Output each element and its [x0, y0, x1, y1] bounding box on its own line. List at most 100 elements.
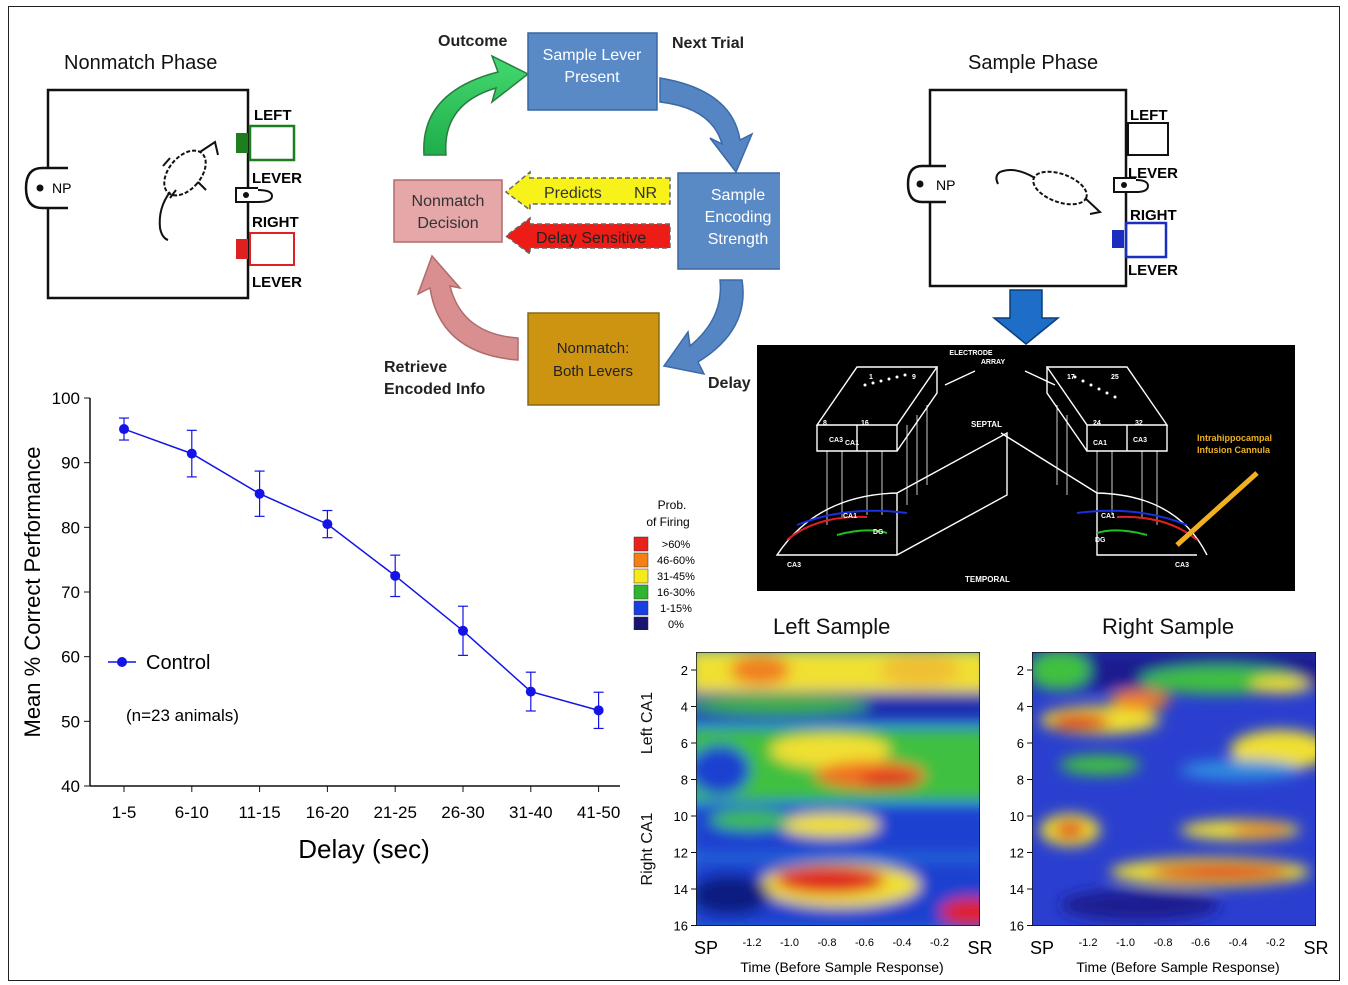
svg-text:CA1: CA1 [1093, 440, 1107, 447]
y-tick-label: 80 [61, 518, 80, 537]
heatmap-ytick: 10 [1010, 809, 1024, 824]
x-tick-label: 26-30 [441, 803, 484, 822]
cannula-label-2: Infusion Cannula [1197, 445, 1271, 455]
svg-text:TEMPORAL: TEMPORAL [965, 575, 1010, 584]
nonmatch-left-label: LEFT [254, 107, 292, 124]
nonmatch-np-label: NP [52, 180, 71, 196]
svg-text:ELECTRODE: ELECTRODE [949, 350, 993, 357]
x-tick-label: 21-25 [373, 803, 416, 822]
svg-text:8: 8 [823, 420, 827, 427]
rat-icon [995, 169, 1103, 215]
svg-text:25: 25 [1111, 374, 1119, 381]
legend-marker [117, 657, 127, 667]
svg-text:Decision: Decision [417, 215, 478, 232]
x-tick-label: 1-5 [112, 803, 137, 822]
svg-text:1: 1 [869, 374, 873, 381]
svg-text:Predicts: Predicts [544, 185, 602, 202]
trial-cycle-diagram: Sample Lever Present Sample Encoding Str… [384, 32, 780, 406]
heatmap-ytick: 14 [1010, 882, 1024, 897]
heatmap-ytick: 12 [674, 846, 688, 861]
retrieve-label-2: Encoded Info [384, 381, 486, 398]
svg-text:CA1: CA1 [1101, 513, 1115, 520]
heatmap-ytick: 4 [1017, 700, 1024, 715]
figure-frame [8, 6, 1340, 981]
svg-text:CA3: CA3 [1175, 562, 1189, 569]
legend-swatch [633, 600, 649, 616]
svg-text:NR: NR [634, 185, 657, 202]
y-tick-label: 50 [61, 712, 80, 731]
sample-right-label: RIGHT [1130, 207, 1177, 224]
sample-lever-present-box [527, 32, 658, 111]
svg-text:DG: DG [873, 529, 884, 536]
data-point [525, 686, 536, 697]
heatmap-ytick: 16 [674, 919, 688, 934]
delay-label: Delay [708, 375, 751, 392]
svg-text:Encoding: Encoding [705, 209, 772, 226]
sample-left-label: LEFT [1130, 107, 1168, 124]
heatmap-xtick: -0.4 [893, 937, 912, 949]
heatmap-xlabel: Time (Before Sample Response) [740, 959, 943, 975]
sample-encoding-box [677, 172, 780, 270]
predicts-arrow [504, 170, 671, 212]
heatmap-xtick: -0.4 [1229, 937, 1248, 949]
nonmatch-both-levers-box [527, 312, 660, 406]
svg-text:of Firing: of Firing [646, 515, 689, 529]
performance-line-chart: 40 50 60 70 80 90 100 1-5 6-10 11-15 16-20 21-25 26-… [20, 389, 620, 864]
heatmap-xtick: -1.2 [743, 937, 762, 949]
nonmatch-phase-title: Nonmatch Phase [64, 52, 218, 74]
y-tick-label: 90 [61, 454, 80, 473]
svg-text:CA3: CA3 [829, 437, 843, 444]
heatmap-xtick: -0.2 [1266, 937, 1285, 949]
heatmap-ytick: 8 [1017, 773, 1024, 788]
x-axis-label: Delay (sec) [298, 834, 429, 864]
sp-label: SP [694, 938, 718, 958]
data-point [390, 570, 401, 581]
y-tick-label: 70 [61, 583, 80, 602]
nonmatch-right-label: RIGHT [252, 214, 299, 231]
legend-label: 16-30% [657, 587, 695, 599]
rat-icon [158, 140, 219, 241]
nonmatch-lever1-label: LEVER [252, 170, 302, 187]
left-sample-heatmap [696, 652, 980, 926]
electrode-array-diagram: ELECTRODE ARRAY SEPTAL TEMPORAL 1 9 8 16 1… [757, 345, 1295, 591]
svg-text:32: 32 [1135, 420, 1143, 427]
right-sample-heatmap [1032, 652, 1316, 926]
legend-swatch [633, 552, 649, 568]
legend-swatch [633, 616, 649, 630]
nonmatch-phase-diagram: NP LEFT LEVER RIGHT LEVER [24, 88, 302, 300]
legend-label: 46-60% [657, 555, 695, 567]
svg-text:17: 17 [1067, 374, 1075, 381]
heatmap-xtick: -0.8 [1154, 937, 1173, 949]
heatmap-ytick: 2 [1017, 663, 1024, 678]
firing-legend: Prob. of Firing >60% 46-60% 31-45% 16-30% 1-… [633, 498, 695, 630]
nonmatch-right-lever-light [236, 239, 248, 259]
x-tick-label: 41-50 [577, 803, 620, 822]
nonmatch-decision-box [393, 179, 503, 243]
heatmap-ytick: 6 [681, 736, 688, 751]
sample-lever1-label: LEVER [1128, 165, 1178, 182]
svg-text:9: 9 [912, 374, 916, 381]
next-trial-arrow [659, 77, 754, 174]
data-point [254, 488, 265, 499]
heatmap-ytick: 10 [674, 809, 688, 824]
svg-text:Delay Sensitive: Delay Sensitive [536, 230, 646, 247]
sample-right-lever-light [1112, 230, 1124, 248]
svg-text:Sample: Sample [711, 187, 765, 204]
data-point [593, 705, 604, 716]
heatmap-ytick: 12 [1010, 846, 1024, 861]
heatmap-xtick: -0.8 [818, 937, 837, 949]
nonmatch-lever2-label: LEVER [252, 274, 302, 291]
heatmap-panels: 2 4 6 8 10 12 14 16 SP SR -1.2 -1.0 -0.8 -0.6 -0.4 -0.2… [674, 652, 1329, 975]
delay-sensitive-arrow [504, 216, 671, 256]
legend-label: 31-45% [657, 571, 695, 583]
sp-label: SP [1030, 938, 1054, 958]
y-axis-label: Mean % Correct Performance [20, 447, 45, 738]
y-tick-label: 40 [61, 777, 80, 796]
svg-text:Present: Present [564, 69, 620, 86]
retrieve-label-1: Retrieve [384, 359, 447, 376]
heatmap-ytick: 8 [681, 773, 688, 788]
svg-text:Both Levers: Both Levers [553, 363, 633, 380]
legend-swatch [633, 568, 649, 584]
cannula-label-1: Intrahippocampal [1197, 433, 1272, 443]
svg-text:DG: DG [1095, 537, 1106, 544]
